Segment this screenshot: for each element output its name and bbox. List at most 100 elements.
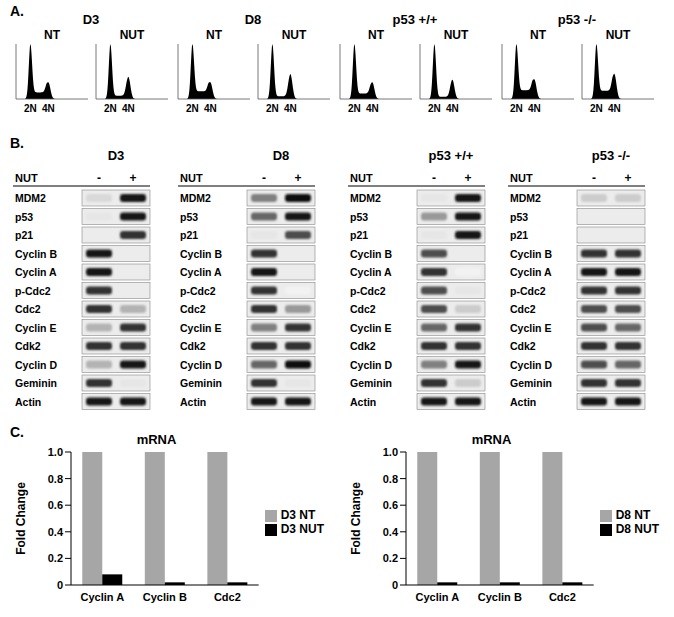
svg-text:2N: 2N [348,103,361,114]
svg-text:Actin: Actin [180,396,206,408]
svg-text:p53: p53 [15,211,33,223]
svg-text:Cdc2: Cdc2 [549,591,576,603]
svg-text:p53: p53 [180,211,198,223]
svg-text:Geminin: Geminin [350,377,392,389]
svg-text:0.6: 0.6 [383,499,398,511]
svg-text:Cyclin A: Cyclin A [180,266,222,278]
svg-text:Fold Change: Fold Change [349,482,363,555]
svg-text:Cyclin D: Cyclin D [350,359,392,371]
svg-text:4N: 4N [122,103,135,114]
svg-text:p53 +/+: p53 +/+ [393,12,438,27]
svg-text:Cyclin D: Cyclin D [15,359,57,371]
svg-text:NUT: NUT [15,172,38,184]
svg-text:D3: D3 [108,148,125,163]
svg-text:4N: 4N [204,103,217,114]
svg-text:+: + [624,171,631,185]
svg-text:+: + [129,171,136,185]
svg-text:Cdk2: Cdk2 [510,340,536,352]
svg-text:p-Cdc2: p-Cdc2 [350,285,386,297]
svg-text:0.4: 0.4 [383,526,399,538]
svg-text:Cyclin E: Cyclin E [180,322,221,334]
svg-text:NUT: NUT [282,28,307,42]
svg-text:Cyclin A: Cyclin A [80,591,124,603]
svg-text:Cyclin B: Cyclin B [350,248,392,260]
svg-text:B.: B. [10,135,24,151]
svg-text:D8: D8 [273,148,290,163]
svg-text:Cyclin B: Cyclin B [143,591,187,603]
svg-text:-: - [262,171,266,185]
svg-text:p21: p21 [510,229,528,241]
svg-text:+: + [294,171,301,185]
svg-text:4N: 4N [42,103,55,114]
svg-text:p53 -/-: p53 -/- [558,12,596,27]
svg-text:0: 0 [57,579,63,591]
svg-text:-: - [432,171,436,185]
svg-text:2N: 2N [24,103,37,114]
svg-text:p-Cdc2: p-Cdc2 [15,285,51,297]
svg-text:p53 -/-: p53 -/- [592,148,630,163]
svg-text:Cdc2: Cdc2 [15,303,41,315]
svg-text:Cyclin B: Cyclin B [510,248,552,260]
svg-text:4N: 4N [446,103,459,114]
svg-text:Cyclin D: Cyclin D [510,359,552,371]
svg-text:NT: NT [44,28,61,42]
svg-text:p53 +/+: p53 +/+ [429,148,474,163]
svg-text:NT: NT [530,28,547,42]
svg-text:MDM2: MDM2 [180,192,211,204]
svg-text:Fold Change: Fold Change [14,482,28,555]
svg-text:Cyclin A: Cyclin A [510,266,552,278]
svg-text:Cdk2: Cdk2 [350,340,376,352]
svg-text:Cyclin B: Cyclin B [180,248,222,260]
svg-text:p53: p53 [510,211,528,223]
svg-text:4N: 4N [366,103,379,114]
svg-text:NT: NT [206,28,223,42]
svg-text:2N: 2N [186,103,199,114]
svg-text:0: 0 [392,579,398,591]
svg-text:NUT: NUT [180,172,203,184]
svg-text:Cyclin A: Cyclin A [350,266,392,278]
svg-text:NUT: NUT [510,172,533,184]
svg-text:Actin: Actin [510,396,536,408]
svg-text:2N: 2N [510,103,523,114]
svg-text:0.4: 0.4 [48,526,64,538]
svg-text:Cyclin A: Cyclin A [15,266,57,278]
svg-text:MDM2: MDM2 [350,192,381,204]
svg-text:2N: 2N [104,103,117,114]
svg-text:p-Cdc2: p-Cdc2 [510,285,546,297]
svg-text:p21: p21 [350,229,368,241]
svg-text:Cdk2: Cdk2 [180,340,206,352]
svg-text:0.2: 0.2 [48,552,63,564]
svg-text:+: + [464,171,471,185]
svg-text:Cyclin D: Cyclin D [180,359,222,371]
svg-text:Cyclin B: Cyclin B [15,248,57,260]
svg-text:Cdc2: Cdc2 [180,303,206,315]
svg-text:Cdc2: Cdc2 [350,303,376,315]
svg-text:Geminin: Geminin [180,377,222,389]
svg-text:-: - [97,171,101,185]
svg-text:NUT: NUT [350,172,373,184]
svg-text:NUT: NUT [444,28,469,42]
svg-text:D8: D8 [245,12,262,27]
svg-text:4N: 4N [608,103,621,114]
svg-text:0.8: 0.8 [383,473,398,485]
svg-text:p21: p21 [180,229,198,241]
svg-text:MDM2: MDM2 [15,192,46,204]
svg-text:Cdc2: Cdc2 [214,591,241,603]
svg-text:1.0: 1.0 [383,446,398,458]
svg-text:4N: 4N [528,103,541,114]
svg-text:NUT: NUT [120,28,145,42]
svg-text:MDM2: MDM2 [510,192,541,204]
svg-text:Cyclin A: Cyclin A [415,591,459,603]
svg-text:p-Cdc2: p-Cdc2 [180,285,216,297]
svg-text:2N: 2N [590,103,603,114]
svg-text:Cdk2: Cdk2 [15,340,41,352]
svg-text:0.8: 0.8 [48,473,63,485]
svg-text:0.6: 0.6 [48,499,63,511]
svg-text:p53: p53 [350,211,368,223]
svg-text:NUT: NUT [606,28,631,42]
svg-text:1.0: 1.0 [48,446,63,458]
svg-text:NT: NT [368,28,385,42]
svg-text:Actin: Actin [15,396,41,408]
svg-text:4N: 4N [284,103,297,114]
svg-text:-: - [592,171,596,185]
